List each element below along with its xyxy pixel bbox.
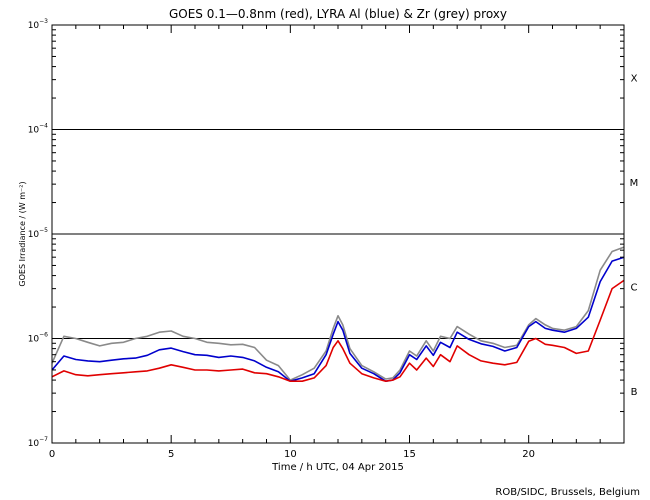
series-line [51,256,625,383]
flare-class-lines [52,129,624,339]
axis-ticks: 0 5 10 15 20 10−7 10−6 10−5 10−4 10−3 B C M X [28,18,639,460]
flare-class-label: B [631,387,638,398]
x-tick-label: 20 [522,449,535,460]
flare-class-label: X [631,73,638,84]
y-tick-label: 10−3 [28,18,48,31]
series-line [51,246,625,381]
flare-class-label: C [631,282,638,293]
x-tick-label: 0 [49,449,55,460]
flare-class-label: M [630,178,639,189]
y-axis-label: GOES Irradiance / (W m⁻²) [18,181,27,286]
y-tick-label: 10−7 [28,436,48,449]
y-tick-label: 10−4 [28,123,48,136]
chart-title: GOES 0.1—0.8nm (red), LYRA Al (blue) & Z… [169,7,507,21]
x-tick-label: 15 [403,449,416,460]
x-tick-label: 10 [284,449,297,460]
credit-text: ROB/SIDC, Brussels, Belgium [495,487,640,498]
y-tick-label: 10−5 [28,227,48,240]
series-layer [51,246,625,383]
series-line [51,279,625,383]
y-tick-label: 10−6 [28,332,48,345]
x-axis-label: Time / h UTC, 04 Apr 2015 [271,462,404,473]
x-tick-label: 5 [168,449,174,460]
